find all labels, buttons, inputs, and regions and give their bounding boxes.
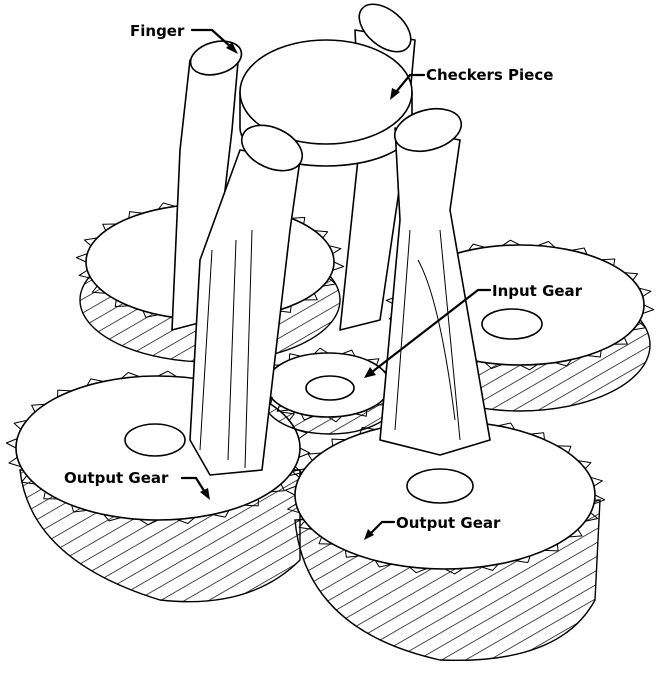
output-left-leader [180, 476, 208, 496]
gear-tooth-outline [5, 370, 311, 526]
label-output-gear-left: Output Gear [64, 469, 169, 487]
finger-front-left [189, 124, 304, 476]
leader-arrows [180, 28, 492, 540]
finger-leader [190, 28, 234, 50]
gear-front-left [15, 375, 301, 603]
input-gear-leader [370, 288, 492, 374]
gear-front-right [294, 420, 601, 662]
finger-front-right [379, 107, 491, 456]
label-finger: Finger [130, 22, 185, 40]
checkers-leader [394, 73, 426, 94]
label-input-gear: Input Gear [492, 282, 583, 300]
label-checkers-piece: Checkers Piece [426, 66, 553, 84]
label-output-gear-right: Output Gear [396, 514, 501, 532]
input-gear [263, 352, 397, 435]
output-right-leader [368, 520, 396, 536]
